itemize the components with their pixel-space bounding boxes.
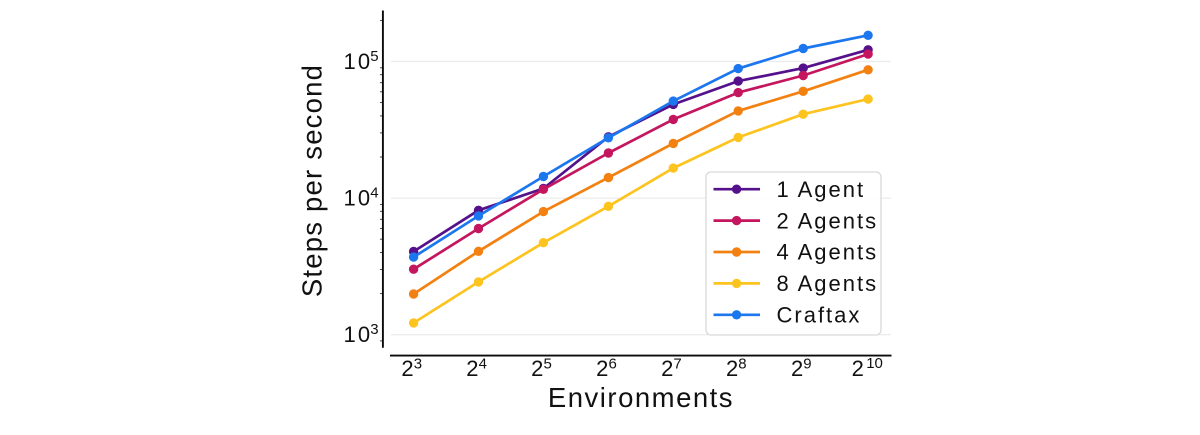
svg-text:3: 3	[370, 321, 378, 338]
svg-text:2: 2	[596, 356, 608, 381]
svg-text:2: 2	[852, 356, 864, 381]
svg-text:1 Agent: 1 Agent	[777, 177, 866, 202]
svg-text:3: 3	[414, 355, 422, 372]
svg-text:5: 5	[544, 355, 552, 372]
svg-text:Environments: Environments	[548, 382, 734, 413]
svg-text:2: 2	[466, 356, 478, 381]
svg-text:2: 2	[791, 356, 803, 381]
svg-text:8 Agents: 8 Agents	[777, 271, 879, 296]
svg-text:4: 4	[370, 185, 378, 202]
svg-text:2: 2	[531, 356, 543, 381]
svg-text:Steps per second: Steps per second	[297, 64, 328, 297]
svg-text:2: 2	[726, 356, 738, 381]
svg-text:10: 10	[866, 355, 883, 372]
svg-text:Craftax: Craftax	[777, 303, 862, 328]
svg-text:2: 2	[661, 356, 673, 381]
svg-text:6: 6	[609, 355, 617, 372]
svg-text:4 Agents: 4 Agents	[777, 240, 879, 265]
svg-text:10: 10	[344, 322, 373, 347]
svg-text:4: 4	[479, 355, 487, 372]
svg-text:2: 2	[401, 356, 413, 381]
svg-text:10: 10	[344, 186, 373, 211]
svg-text:5: 5	[370, 48, 378, 65]
svg-text:10: 10	[344, 49, 373, 74]
svg-text:2 Agents: 2 Agents	[777, 208, 879, 233]
svg-text:9: 9	[803, 355, 811, 372]
svg-text:8: 8	[738, 355, 746, 372]
svg-text:7: 7	[673, 355, 681, 372]
